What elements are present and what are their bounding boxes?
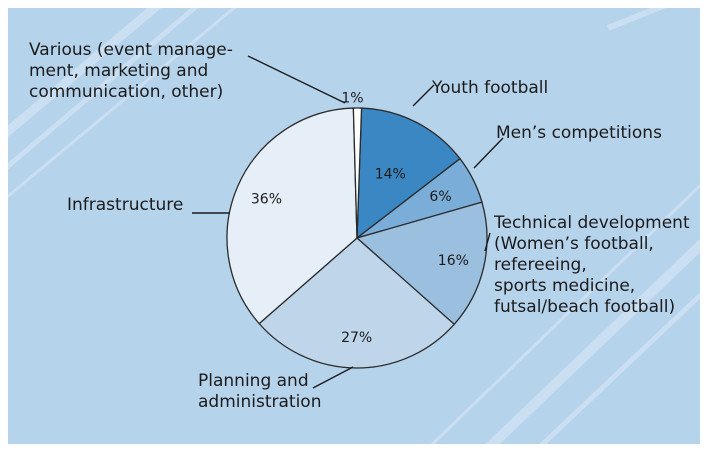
pie-slices: 14% 6% 16% 27% 36% 1% [226, 91, 488, 369]
leader-line-various-event-manage [247, 55, 346, 104]
chart-frame: 14% 6% 16% 27% 36% 1% Youth football Men’s com… [8, 8, 700, 444]
slice-label-technical-development: Technical development (Women’s football, r… [493, 213, 690, 317]
slice-percent-men-s-competitions: 6% [429, 189, 451, 205]
slice-label-line: ment, marketing and [29, 61, 208, 81]
slice-percent-various-event-manage: 1% [341, 91, 363, 107]
slice-label-line: sports medicine, [494, 276, 635, 296]
slice-label-line: (Women’s football, [494, 234, 654, 254]
pie-slice-technical-development [355, 201, 488, 326]
slice-label-line: futsal/beach football) [494, 297, 675, 317]
slice-percent-youth-football: 14% [375, 166, 406, 182]
pie-slice-various-event-manage [352, 107, 363, 239]
leader-line-planning-and [312, 366, 354, 389]
slice-label-line: Planning and [198, 371, 309, 391]
background-stripes [8, 8, 700, 444]
slice-label-line: Men’s competitions [496, 123, 662, 143]
slice-percent-planning-and: 27% [341, 330, 372, 346]
slice-percent-infrastructure: 36% [251, 191, 282, 207]
slice-label-planning-and: Planning and administration [198, 371, 321, 412]
slice-label-line: Infrastructure [67, 195, 183, 215]
pie-labels: Youth football Men’s competitions Technica… [29, 40, 690, 412]
slice-label-line: communication, other) [29, 82, 223, 102]
slice-label-infrastructure: Infrastructure [67, 195, 183, 215]
pie-slice-infrastructure [226, 107, 358, 325]
leader-line-youth-football [412, 84, 435, 107]
leader-line-men-s-competitions [473, 137, 504, 169]
leader-line-technical-development [484, 232, 491, 252]
pie-slice-planning-and [258, 237, 456, 369]
slice-label-youth-football: Youth football [431, 78, 548, 98]
slice-label-various-event-manage: Various (event manage-ment, marketing an… [29, 40, 233, 102]
slice-label-line: Various (event manage- [29, 40, 233, 60]
slice-label-line: administration [198, 392, 321, 412]
slice-label-line: refereeing, [494, 255, 587, 275]
slice-percent-technical-development: 16% [438, 253, 469, 269]
pie-chart: 14% 6% 16% 27% 36% 1% Youth football Men’s com… [8, 8, 700, 444]
slice-label-men-s-competitions: Men’s competitions [496, 123, 662, 143]
pie-slice-youth-football [356, 107, 461, 240]
slice-label-line: Youth football [431, 78, 548, 98]
slice-label-line: Technical development [493, 213, 690, 233]
